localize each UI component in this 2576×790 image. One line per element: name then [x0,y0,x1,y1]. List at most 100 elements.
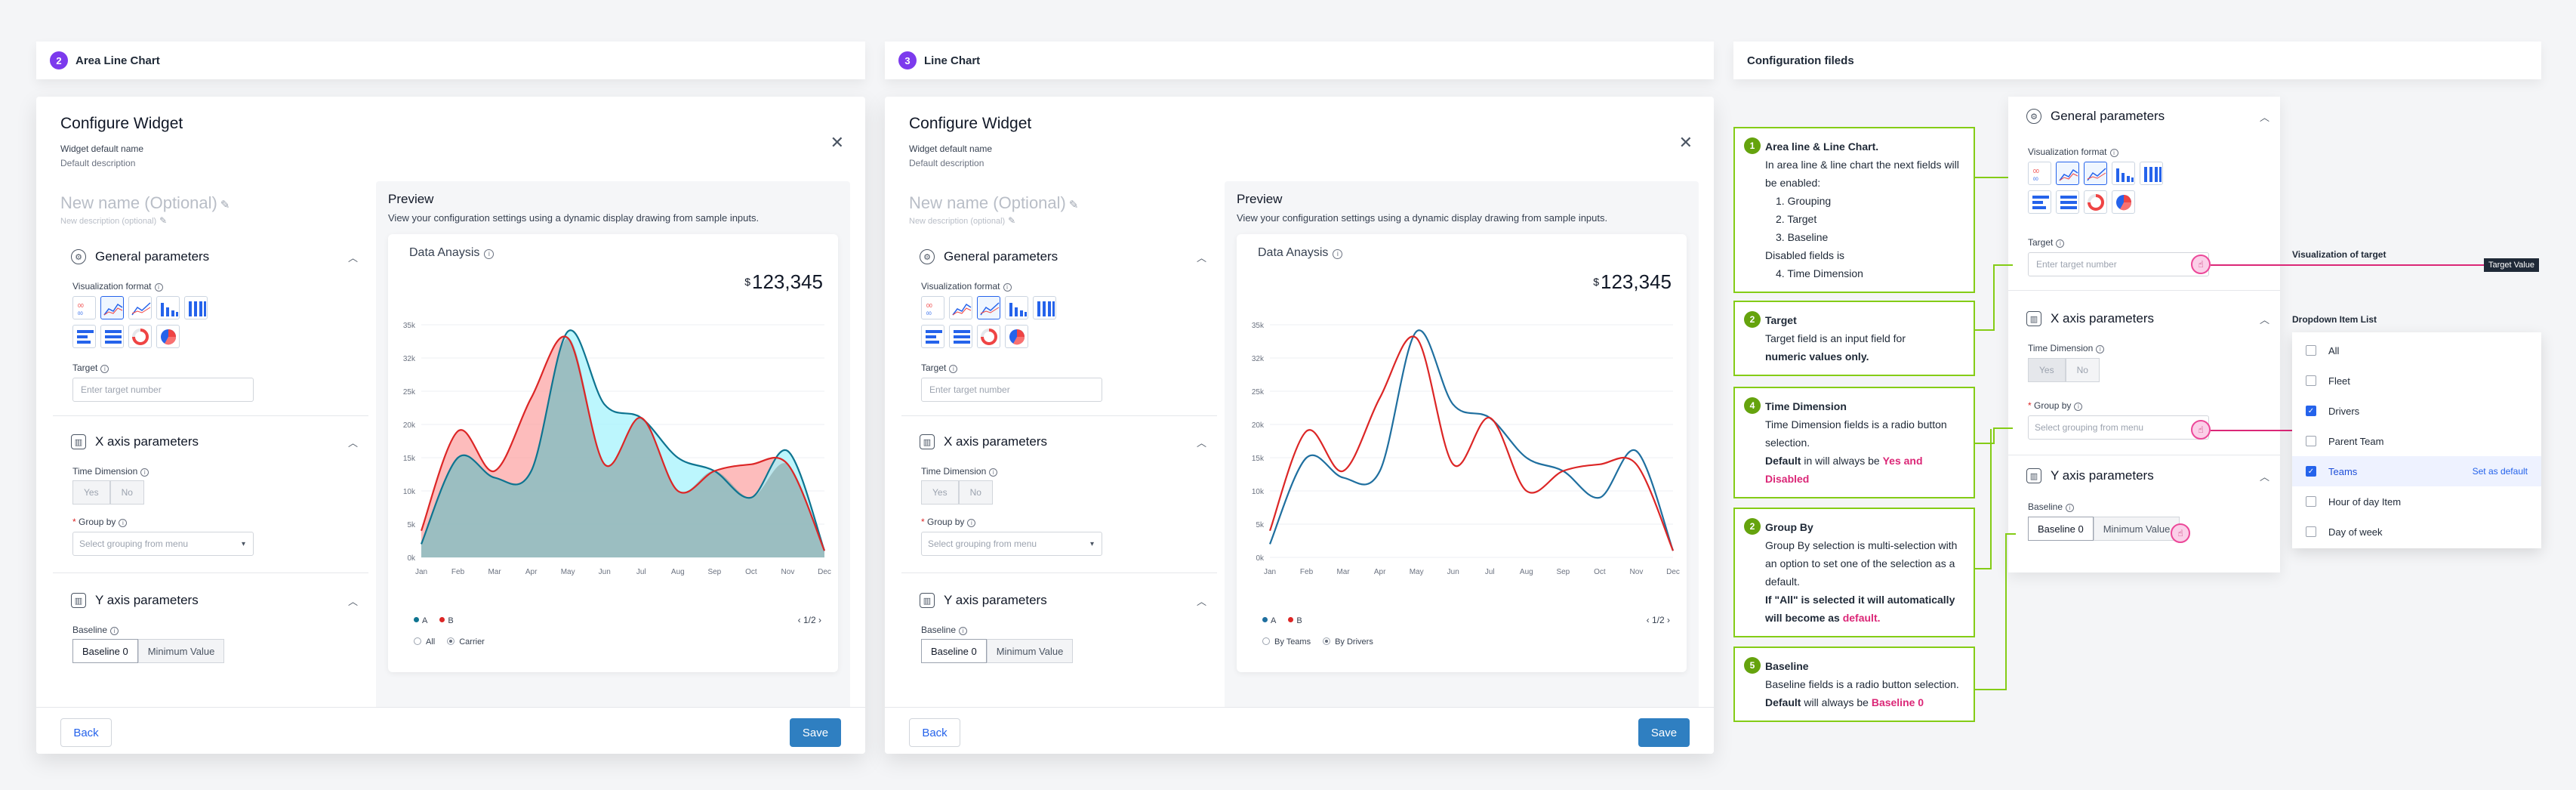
back-button[interactable]: Back [60,718,112,747]
pencil-icon[interactable]: ✎ [1068,199,1079,211]
viz-number-icon[interactable]: 00 00 [921,296,944,319]
target-input[interactable]: Enter target number [72,378,254,402]
baseline-min-option[interactable]: Minimum Value [986,639,1074,663]
name-input[interactable]: New name (Optional) ✎ [909,193,1078,213]
target-input[interactable]: Enter target number [921,378,1102,402]
baseline-zero-option[interactable]: Baseline 0 [921,639,987,663]
chevron-up-icon[interactable]: ︿ [347,437,358,449]
baseline-min-option[interactable]: Minimum Value [137,639,225,663]
chevron-up-icon[interactable]: ︿ [1196,437,1206,449]
checkbox-icon[interactable]: ✓ [2306,406,2316,416]
dropdown-item[interactable]: Hour of day Item [2292,486,2541,517]
viz-column-icon[interactable] [184,296,208,319]
chevron-up-icon[interactable]: ︿ [2259,471,2269,483]
viz-hbar-stacked-icon[interactable] [100,325,124,348]
chevron-up-icon[interactable]: ︿ [347,252,358,264]
general-parameters-header[interactable]: ⚙ General parameters ︿ [53,240,368,273]
description-input[interactable]: New description (optional) ✎ [60,215,167,226]
checkbox-icon[interactable] [2306,496,2316,507]
group-by-select[interactable]: Select grouping from menu▾ [2028,415,2209,440]
viz-hbar-icon[interactable] [921,325,944,348]
pencil-icon[interactable]: ✎ [1008,215,1016,226]
dropdown-item[interactable]: All [2292,335,2541,366]
y-axis-header[interactable]: ▥ Y axis parameters ︿ [53,584,368,617]
chevron-up-icon[interactable]: ︿ [347,595,358,607]
viz-bar-icon[interactable] [2112,162,2135,185]
chevron-up-icon[interactable]: ︿ [1196,595,1206,607]
dropdown-item[interactable]: Day of week [2292,517,2541,547]
grouping-radio[interactable]: All [414,637,435,647]
baseline-min-option[interactable]: Minimum Value [2093,517,2180,541]
viz-number-icon[interactable]: 00 00 [72,296,96,319]
pencil-icon[interactable]: ✎ [220,199,230,211]
dropdown-item[interactable]: Fleet [2292,366,2541,396]
x-axis-header[interactable]: ▥ X axis parameters ︿ [2008,302,2280,335]
viz-donut-icon[interactable] [2084,190,2107,214]
close-icon[interactable]: ✕ [1678,133,1693,152]
viz-donut-icon[interactable] [128,325,152,348]
viz-area-line-icon[interactable] [2056,162,2079,185]
checkbox-icon[interactable]: ✓ [2306,466,2316,477]
prev-icon[interactable]: ‹ [1646,615,1650,625]
legend-item[interactable]: A [414,616,427,625]
legend-item[interactable]: B [1288,616,1302,625]
viz-pie-icon[interactable] [2112,190,2135,214]
dropdown-item[interactable]: Parent Team [2292,426,2541,456]
viz-hbar-stacked-icon[interactable] [2056,190,2079,214]
baseline-zero-option[interactable]: Baseline 0 [72,639,138,663]
group-by-select[interactable]: Select grouping from menu▾ [921,532,1102,556]
viz-column-icon[interactable] [1033,296,1056,319]
save-button[interactable]: Save [1638,718,1690,747]
viz-bar-icon[interactable] [1005,296,1028,319]
prev-icon[interactable]: ‹ [797,615,801,625]
dropdown-item[interactable]: ✓ Drivers [2292,396,2541,426]
viz-donut-icon[interactable] [977,325,1000,348]
general-parameters-header[interactable]: ⚙ General parameters ︿ [2008,100,2280,133]
grouping-radio[interactable]: By Teams [1262,637,1311,647]
legend-item[interactable]: A [1262,616,1276,625]
x-axis-header[interactable]: ▥ X axis parameters ︿ [901,425,1217,458]
viz-area-line-icon[interactable] [100,296,124,319]
viz-line-icon[interactable] [977,296,1000,319]
baseline-zero-option[interactable]: Baseline 0 [2028,517,2094,541]
viz-pie-icon[interactable] [156,325,180,348]
chart-pager[interactable]: ‹ 1/2 › [1647,615,1670,625]
chart-pager[interactable]: ‹ 1/2 › [798,615,821,625]
target-input[interactable]: Enter target number [2028,252,2209,276]
viz-line-icon[interactable] [2084,162,2107,185]
dropdown-item[interactable]: ✓ Teams Set as default [2292,456,2541,486]
viz-hbar-icon[interactable] [2028,190,2051,214]
chevron-up-icon[interactable]: ︿ [2259,313,2269,326]
checkbox-icon[interactable] [2306,436,2316,446]
save-button[interactable]: Save [790,718,841,747]
next-icon[interactable]: › [818,615,821,625]
set-default-link[interactable]: Set as default [2472,466,2528,477]
viz-hbar-icon[interactable] [72,325,96,348]
chevron-up-icon[interactable]: ︿ [1196,252,1206,264]
viz-area-line-icon[interactable] [949,296,972,319]
viz-bar-icon[interactable] [156,296,180,319]
viz-line-icon[interactable] [128,296,152,319]
x-axis-header[interactable]: ▥ X axis parameters ︿ [53,425,368,458]
description-input[interactable]: New description (optional) ✎ [909,215,1015,226]
chevron-up-icon[interactable]: ︿ [2259,111,2269,123]
y-axis-header[interactable]: ▥ Y axis parameters ︿ [2008,459,2280,492]
name-input[interactable]: New name (Optional) ✎ [60,193,230,213]
checkbox-icon[interactable] [2306,345,2316,356]
group-by-select[interactable]: Select grouping from menu▾ [72,532,254,556]
checkbox-icon[interactable] [2306,375,2316,386]
grouping-radio[interactable]: Carrier [447,637,485,647]
viz-column-icon[interactable] [2140,162,2163,185]
checkbox-icon[interactable] [2306,526,2316,537]
viz-number-icon[interactable]: 00 00 [2028,162,2051,185]
general-parameters-header[interactable]: ⚙ General parameters ︿ [901,240,1217,273]
next-icon[interactable]: › [1667,615,1670,625]
viz-hbar-stacked-icon[interactable] [949,325,972,348]
y-axis-header[interactable]: ▥ Y axis parameters ︿ [901,584,1217,617]
pencil-icon[interactable]: ✎ [159,215,168,226]
legend-item[interactable]: B [439,616,454,625]
viz-pie-icon[interactable] [1005,325,1028,348]
back-button[interactable]: Back [909,718,960,747]
grouping-radio[interactable]: By Drivers [1323,637,1373,647]
close-icon[interactable]: ✕ [830,133,844,152]
